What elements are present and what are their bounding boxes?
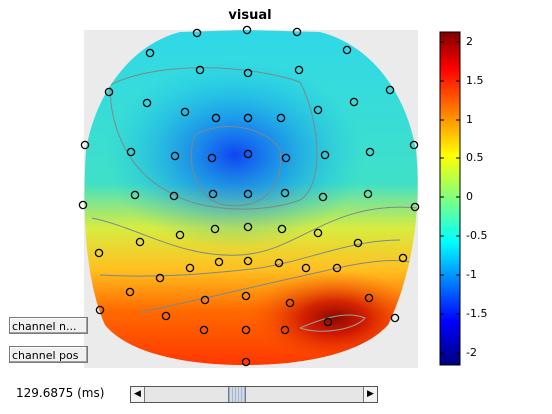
electrode-marker — [142, 98, 152, 108]
electrode-marker — [241, 357, 251, 367]
electrode-marker — [285, 298, 295, 308]
electrode-marker — [410, 202, 420, 212]
electrode-marker — [161, 311, 171, 321]
electrode-markers — [78, 25, 420, 367]
electrode-marker — [125, 287, 135, 297]
plot-title: visual — [228, 8, 272, 23]
electrode-marker — [277, 224, 287, 234]
colorbar-tick: -1 — [466, 268, 477, 281]
colorbar-tick: 2 — [466, 35, 473, 48]
electrode-marker — [294, 65, 304, 75]
electrode-marker — [313, 228, 323, 238]
electrode-marker — [243, 189, 253, 199]
electrode-marker — [210, 224, 220, 234]
electrode-marker — [243, 256, 253, 266]
colorbar-tick: -2 — [466, 346, 477, 359]
electrode-marker — [169, 191, 179, 201]
electrode-marker — [280, 325, 290, 335]
colorbar-tick: 1 — [466, 113, 473, 126]
channel-names-button[interactable]: channel n... — [9, 317, 88, 334]
electrode-marker — [208, 189, 218, 199]
electrode-marker — [280, 188, 290, 198]
electrode-marker — [145, 48, 155, 58]
electrode-marker — [281, 153, 291, 163]
electrode-marker — [342, 45, 352, 55]
electrode-marker — [353, 238, 363, 248]
electrode-marker — [199, 325, 209, 335]
electrode-marker — [200, 295, 210, 305]
electrode-marker — [292, 27, 302, 37]
electrode-marker — [243, 149, 253, 159]
electrode-marker — [170, 151, 180, 161]
electrode-marker — [365, 147, 375, 157]
colorbar-tick: 1.5 — [466, 74, 484, 87]
electrode-marker — [192, 28, 202, 38]
electrode-marker — [135, 237, 145, 247]
electrode-marker — [78, 200, 88, 210]
electrode-marker — [323, 317, 333, 327]
electrode-marker — [276, 113, 286, 123]
colorbar-tick-labels: 2 1.5 1 0.5 0 -0.5 -1 -1.5 -2 — [466, 0, 506, 414]
electrode-marker — [241, 325, 251, 335]
electrode-marker — [155, 273, 165, 283]
electrode-marker — [398, 253, 408, 263]
slider-thumb[interactable] — [227, 387, 246, 402]
electrode-marker — [211, 113, 221, 123]
electrode-marker — [95, 305, 105, 315]
electrode-marker — [126, 147, 136, 157]
colorbar-tick: -1.5 — [466, 307, 488, 320]
electrode-marker — [241, 291, 251, 301]
electrode-marker — [320, 150, 330, 160]
electrode-marker — [104, 87, 114, 97]
electrode-marker — [214, 257, 224, 267]
electrode-marker — [94, 248, 104, 258]
electrode-marker — [207, 153, 217, 163]
electrode-marker — [349, 97, 359, 107]
left-arrow-icon[interactable]: ◀ — [131, 387, 145, 402]
electrode-marker — [80, 140, 90, 150]
electrode-marker — [185, 263, 195, 273]
channel-pos-button[interactable]: channel pos — [9, 346, 88, 363]
topographic-map — [84, 30, 418, 365]
electrode-marker — [274, 258, 284, 268]
colorbar-tick: -0.5 — [466, 229, 488, 242]
colorbar-tick: 0.5 — [466, 151, 484, 164]
electrode-marker — [195, 65, 205, 75]
electrode-marker — [243, 68, 253, 78]
electrode-marker — [180, 107, 190, 117]
time-slider[interactable]: ◀ ▶ — [130, 386, 378, 403]
right-arrow-icon[interactable]: ▶ — [363, 387, 377, 402]
time-readout: 129.6875 (ms) — [16, 386, 105, 400]
electrode-marker — [409, 140, 419, 150]
colorbar — [439, 31, 461, 366]
electrode-marker — [301, 263, 311, 273]
electrode-marker — [242, 25, 252, 35]
electrode-marker — [243, 113, 253, 123]
electrode-marker — [385, 85, 395, 95]
electrode-marker — [318, 192, 328, 202]
electrode-marker — [364, 293, 374, 303]
electrode-marker — [363, 189, 373, 199]
electrode-marker — [130, 190, 140, 200]
electrode-marker — [175, 230, 185, 240]
colorbar-tick: 0 — [466, 190, 473, 203]
electrode-marker — [332, 263, 342, 273]
electrode-marker — [313, 105, 323, 115]
electrode-marker — [390, 313, 400, 323]
electrode-marker — [243, 222, 253, 232]
